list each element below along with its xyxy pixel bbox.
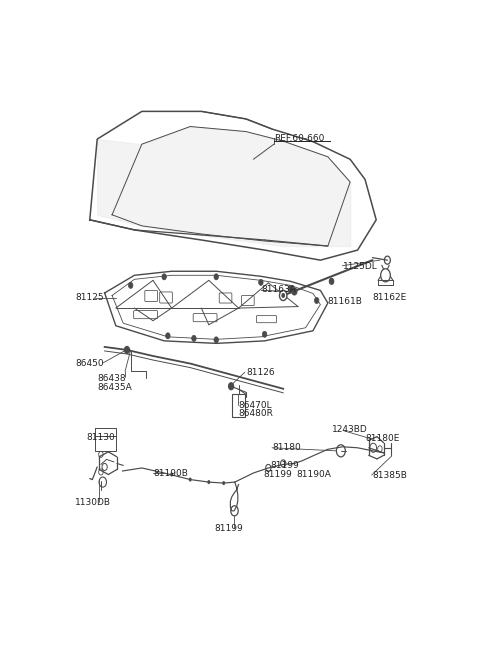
- Text: 81385B: 81385B: [372, 470, 408, 479]
- Text: 81190B: 81190B: [153, 468, 188, 477]
- Text: 86470L: 86470L: [239, 401, 272, 410]
- Circle shape: [228, 383, 234, 390]
- Text: 81125: 81125: [75, 293, 104, 303]
- Circle shape: [222, 481, 225, 485]
- Circle shape: [166, 333, 170, 339]
- Text: 81163A: 81163A: [261, 285, 296, 294]
- Text: 1243BD: 1243BD: [332, 424, 367, 434]
- Circle shape: [263, 331, 267, 337]
- Text: 81199: 81199: [215, 524, 243, 533]
- Circle shape: [279, 290, 287, 301]
- Circle shape: [288, 286, 293, 291]
- Text: 86438: 86438: [97, 374, 126, 383]
- Text: 86435A: 86435A: [97, 383, 132, 392]
- Text: 81190A: 81190A: [296, 470, 331, 479]
- Text: 1130DB: 1130DB: [75, 498, 111, 507]
- Circle shape: [192, 335, 196, 341]
- Circle shape: [329, 278, 334, 284]
- Circle shape: [170, 472, 173, 477]
- Text: 81180E: 81180E: [365, 434, 399, 443]
- Circle shape: [259, 279, 263, 286]
- Text: 81162E: 81162E: [372, 293, 407, 302]
- Circle shape: [189, 477, 192, 481]
- Text: 81130: 81130: [86, 433, 115, 442]
- Text: 81199: 81199: [270, 461, 299, 470]
- Circle shape: [214, 337, 218, 343]
- Text: 81180: 81180: [272, 443, 301, 453]
- Circle shape: [281, 293, 285, 298]
- Circle shape: [214, 274, 218, 280]
- Text: 86480R: 86480R: [239, 409, 274, 418]
- Circle shape: [129, 282, 133, 288]
- Text: 81199: 81199: [264, 470, 293, 479]
- Text: 81161B: 81161B: [328, 297, 363, 306]
- Text: 81126: 81126: [246, 367, 275, 377]
- Circle shape: [292, 288, 297, 295]
- Circle shape: [314, 297, 319, 303]
- Text: 1125DL: 1125DL: [343, 262, 377, 271]
- Circle shape: [207, 480, 210, 484]
- Text: 86450: 86450: [75, 358, 104, 367]
- Circle shape: [124, 346, 130, 354]
- Text: REF.60-660: REF.60-660: [274, 134, 324, 143]
- Circle shape: [162, 274, 167, 280]
